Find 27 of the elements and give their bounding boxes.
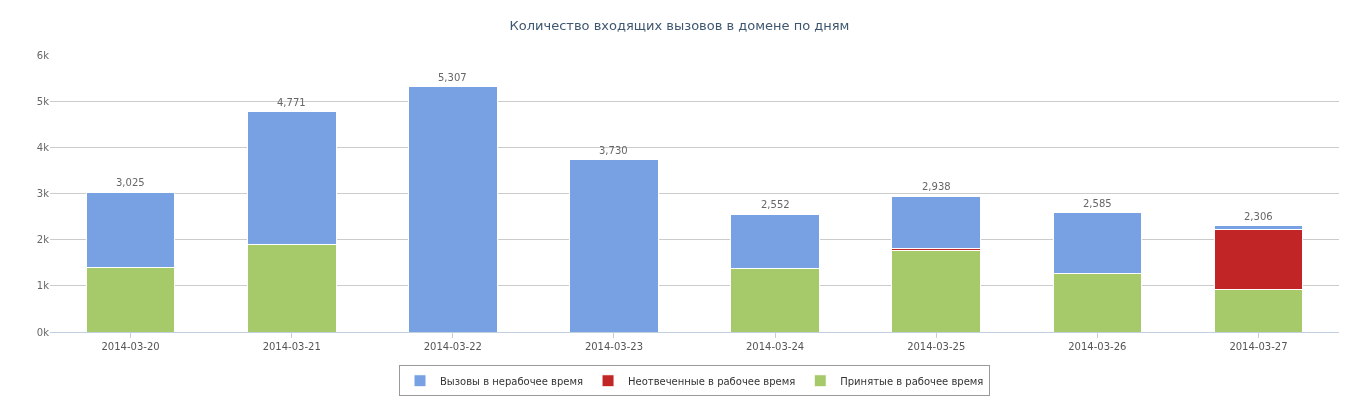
x-tick-label: 2014-03-25: [907, 341, 966, 352]
total-label: 2,552: [761, 199, 790, 210]
x-tick-label: 2014-03-21: [262, 341, 321, 352]
x-tick-label: 2014-03-24: [746, 341, 805, 352]
total-label: 2,306: [1244, 211, 1273, 222]
y-tick-label: 4k: [36, 141, 50, 153]
x-tick-label: 2014-03-26: [1068, 341, 1127, 352]
x-tick-label: 2014-03-22: [423, 341, 482, 352]
y-tick-label: 0k: [36, 326, 50, 338]
total-label: 5,307: [438, 72, 467, 83]
y-tick-label: 2k: [36, 234, 50, 246]
y-tick-label: 1k: [36, 280, 50, 292]
total-label: 2,585: [1083, 198, 1112, 209]
y-tick-label: 3k: [36, 188, 50, 199]
y-tick-label: 6k: [36, 49, 50, 61]
legend-label: Вызовы в нерабочее время: [440, 375, 584, 387]
legend-label: Неотвеченные в рабочее время: [628, 375, 796, 387]
legend-label: Принятые в рабочее время: [840, 375, 984, 387]
y-tick-label: 5k: [36, 95, 50, 107]
total-label: 3,730: [599, 145, 628, 156]
x-tick-label: 2014-03-23: [584, 341, 643, 352]
x-tick-label: 2014-03-27: [1229, 341, 1288, 352]
total-label: 2,938: [922, 181, 951, 192]
total-label: 4,771: [277, 97, 306, 108]
x-tick-label: 2014-03-20: [101, 341, 160, 352]
chart-title: Количество входящих вызовов в домене по дням: [509, 17, 850, 33]
total-label: 3,025: [116, 177, 145, 188]
